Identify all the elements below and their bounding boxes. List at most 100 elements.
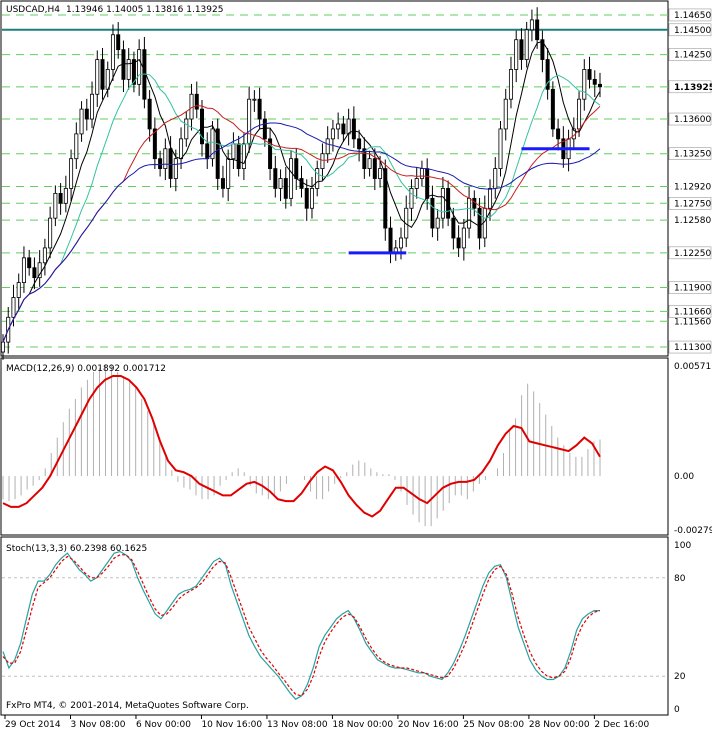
candle-body [137, 49, 142, 85]
price-candles [0, 7, 603, 360]
price-level-box [668, 48, 712, 61]
candle-body [173, 158, 178, 179]
price-level-box [668, 23, 712, 37]
candle-body [53, 192, 58, 219]
price-level-box [668, 112, 712, 126]
candle-body [226, 158, 231, 189]
stoch-tick-label: 20 [674, 672, 686, 682]
candle-body [131, 59, 136, 85]
candle-body [535, 19, 540, 41]
candle-body [493, 168, 498, 189]
price-tick-label: 1.14650 [674, 11, 711, 21]
candle-body [435, 217, 440, 229]
candle-body [294, 158, 299, 179]
candle-body [126, 59, 131, 80]
candle-body [398, 237, 403, 249]
candle-body [325, 138, 330, 155]
price-level-box [668, 8, 712, 22]
candle-body [79, 108, 84, 135]
candle-body [341, 123, 346, 135]
price-level-box [668, 80, 712, 94]
candle-body [262, 118, 267, 140]
candle-body [592, 78, 597, 85]
candle-body [367, 158, 372, 169]
candle-body [58, 192, 63, 204]
candle-body [383, 168, 388, 229]
candle-body [414, 178, 419, 189]
candle-body [503, 98, 508, 130]
candle-body [247, 98, 252, 145]
x-tick-label: 29 Oct 2014 [5, 720, 61, 730]
candle-body [231, 143, 236, 160]
candle-body [95, 59, 100, 95]
candle-body [189, 93, 194, 120]
x-tick-label: 28 Nov 00:00 [529, 720, 590, 730]
price-tick-label: 1.14500 [674, 26, 711, 36]
price-tick-label: 1.12750 [674, 199, 711, 209]
axis-tick-labels: 1.14650 1.14500 1.14250 1.13925 1.13600 1.132… [4, 8, 712, 730]
macd-title: MACD(12,26,9) 0.001892 0.001712 [6, 364, 166, 374]
candle-body [357, 138, 362, 150]
candle-body [430, 197, 435, 229]
price-level-box [668, 147, 712, 160]
candle-body [477, 207, 482, 239]
x-tick-label: 20 Nov 16:00 [398, 720, 459, 730]
stoch-tick-label: 0 [674, 705, 680, 715]
candle-body [84, 108, 89, 120]
price-tick-label: 1.12580 [674, 216, 711, 226]
candle-body [241, 143, 246, 169]
candle-body [556, 128, 561, 140]
candle-body [330, 128, 335, 140]
price-tick-label: 1.11900 [674, 284, 711, 294]
price-tick-label: 1.12250 [674, 249, 711, 259]
price-level-box [668, 281, 712, 294]
x-tick-label: 3 Nov 08:00 [70, 720, 125, 730]
candle-body [409, 188, 414, 209]
candle-body [48, 217, 53, 249]
candle-body [467, 197, 472, 229]
candle-body [210, 128, 215, 160]
candle-body [456, 237, 461, 249]
candle-body [205, 143, 210, 160]
price-level-box [668, 197, 712, 210]
stoch-tick-label: 80 [674, 574, 686, 584]
candle-body [488, 188, 493, 209]
candle-body [378, 168, 383, 179]
candle-body [577, 98, 582, 130]
candle-body [540, 39, 545, 60]
candle-body [425, 168, 430, 199]
macd-panel-frame [0, 357, 669, 536]
candle-body [11, 297, 16, 318]
candle-body [110, 34, 115, 70]
x-tick-label: 25 Nov 08:00 [463, 720, 524, 730]
candle-body [346, 118, 351, 135]
candle-body [598, 83, 603, 88]
macd-tick-label: -0.002799 [674, 526, 712, 536]
candle-body [289, 158, 294, 199]
price-tick-label: 1.13925 [674, 83, 712, 93]
candle-body [372, 158, 377, 179]
price-tick-label: 1.11560 [674, 317, 711, 327]
x-tick-label: 2 Dec 16:00 [594, 720, 649, 730]
candle-body [184, 118, 189, 140]
candle-body [252, 98, 257, 101]
macd-signal-line [2, 375, 601, 518]
candle-body [0, 341, 6, 353]
copyright-label: FxPro MT4, © 2001-2014, MetaQuotes Softw… [6, 701, 249, 711]
candle-body [545, 59, 550, 90]
candle-body [16, 282, 21, 298]
candle-body [179, 138, 184, 160]
candle-body [440, 188, 445, 219]
stoch-title: Stoch(13,3,3) 60.2398 60.1625 [6, 544, 147, 554]
macd-series [2, 364, 601, 527]
price-tick-label: 1.13600 [674, 115, 711, 125]
candle-body [268, 138, 273, 169]
x-tick-label: 18 Nov 00:00 [332, 720, 393, 730]
x-tick-label: 6 Nov 00:00 [136, 720, 191, 730]
candle-body [514, 39, 519, 70]
candle-body [152, 128, 157, 160]
candle-body [304, 188, 309, 209]
x-tick-label: 13 Nov 08:00 [267, 720, 328, 730]
candle-body [27, 257, 32, 269]
